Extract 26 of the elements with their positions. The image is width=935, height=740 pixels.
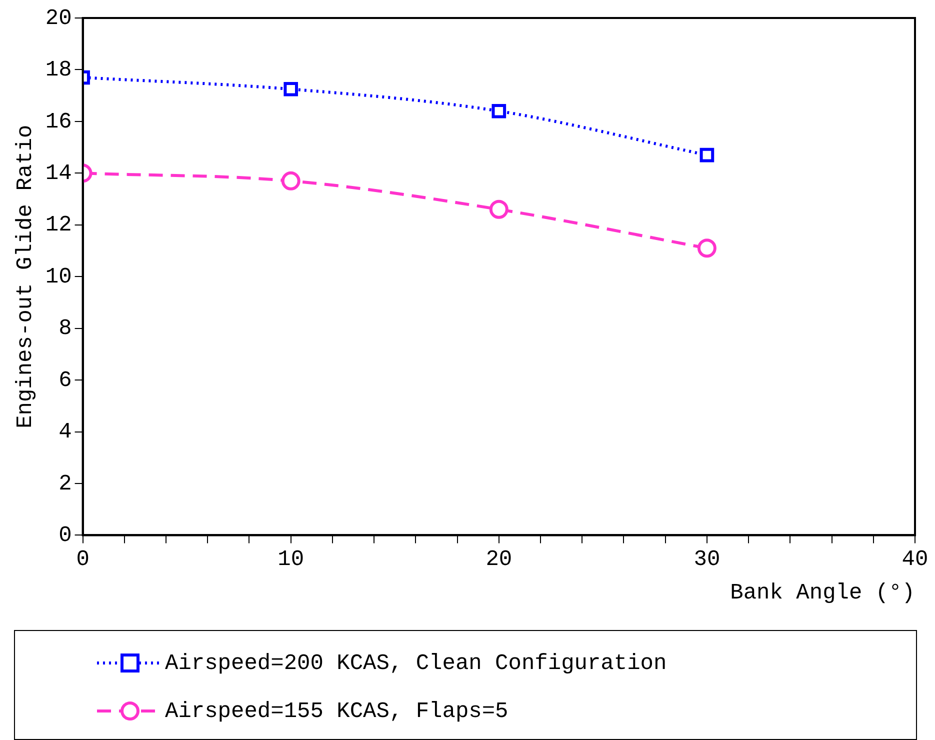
point (697, 238, 716, 258)
legend-label: Airspeed=155 KCAS, Flaps=5 (165, 698, 508, 724)
y-axis-title: Engines-out Glide Ratio (13, 124, 38, 428)
x-tick-label: 40 (902, 547, 928, 572)
y-tick-label: 8 (58, 316, 72, 342)
y-tick-label: 16 (45, 109, 72, 134)
x-tick-label: 10 (278, 547, 304, 572)
point (284, 82, 298, 96)
y-tick-label: 6 (58, 368, 72, 393)
y-tick-label: 2 (58, 471, 72, 496)
y-tick-label: 14 (45, 160, 72, 186)
point (489, 200, 508, 219)
x-tick-label: 20 (486, 547, 512, 572)
y-tick-label: 20 (45, 6, 72, 31)
x-axis-title: Bank Angle (°) (730, 580, 915, 606)
y-tick-label: 12 (45, 212, 72, 238)
y-tick-label: 10 (45, 264, 72, 290)
x-tick-label: 30 (694, 547, 720, 572)
point (492, 104, 506, 118)
y-tick-label: 18 (45, 58, 72, 83)
legend-label: Airspeed=200 KCAS, Clean Configuration (165, 650, 667, 676)
point (281, 171, 300, 190)
x-tick-label: 0 (76, 547, 90, 572)
y-tick-label: 0 (58, 523, 72, 548)
y-tick-label: 4 (58, 420, 72, 445)
point (700, 148, 714, 162)
